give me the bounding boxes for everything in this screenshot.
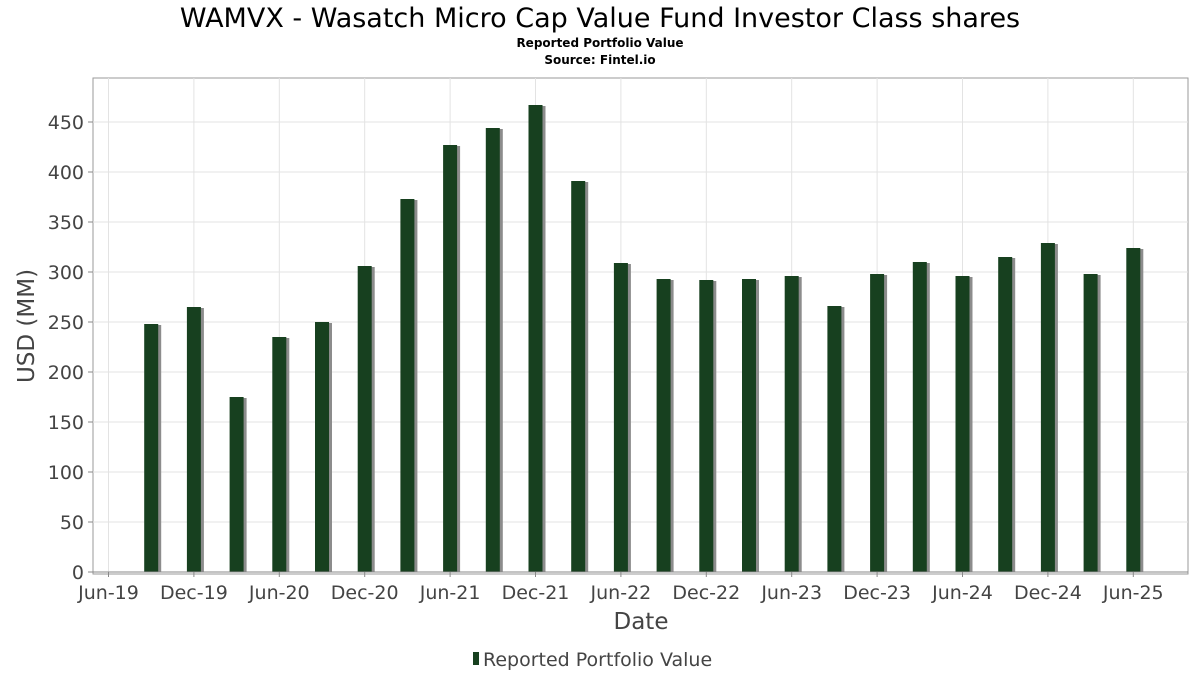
- x-tick-label: Jun-20: [248, 582, 310, 604]
- plot-area: [92, 77, 1189, 575]
- y-tick-label: 200: [48, 362, 84, 384]
- chart-title: WAMVX - Wasatch Micro Cap Value Fund Inv…: [180, 3, 1020, 34]
- bar: [870, 274, 885, 572]
- x-tick-label: Dec-21: [502, 582, 570, 604]
- chart-subtitle: Reported Portfolio Value: [516, 36, 683, 50]
- bar: [315, 322, 329, 572]
- bar: [742, 279, 756, 572]
- y-tick-label: 450: [48, 112, 84, 134]
- x-axis: Jun-19 Dec-19 Jun-20 Dec-20 Jun-21 Dec-21 Jun-…: [77, 571, 1188, 604]
- bar: [186, 307, 201, 572]
- legend: Reported Portfolio Value: [473, 649, 712, 671]
- bar: [571, 181, 586, 572]
- y-tick-label: 400: [48, 162, 84, 184]
- bar: [229, 397, 244, 572]
- x-axis-label: Date: [614, 609, 669, 635]
- y-tick-label: 100: [48, 462, 84, 484]
- x-tick-label: Dec-23: [843, 582, 911, 604]
- x-tick-label: Jun-23: [760, 582, 822, 604]
- x-tick-label: Jun-25: [1102, 582, 1164, 604]
- bar: [912, 262, 927, 572]
- bar: [827, 306, 842, 572]
- x-tick-label: Dec-22: [672, 582, 740, 604]
- x-tick-label: Dec-24: [1014, 582, 1082, 604]
- bar: [613, 263, 628, 572]
- x-tick-label: Jun-19: [77, 582, 139, 604]
- x-tick-label: Jun-24: [931, 582, 993, 604]
- bar: [1126, 248, 1141, 572]
- chart-source: Source: Fintel.io: [544, 53, 655, 67]
- bar: [357, 266, 372, 572]
- legend-swatch: [473, 652, 479, 665]
- x-tick-label: Jun-22: [590, 582, 652, 604]
- bar: [443, 145, 458, 572]
- x-tick-label: Jun-21: [419, 582, 481, 604]
- bar: [1083, 274, 1098, 572]
- bar: [656, 279, 671, 572]
- bar: [272, 337, 287, 572]
- legend-label: Reported Portfolio Value: [483, 649, 712, 671]
- bar: [784, 276, 799, 572]
- y-tick-label: 50: [60, 512, 84, 534]
- x-tick-label: Dec-20: [331, 582, 399, 604]
- bar: [998, 257, 1013, 572]
- y-tick-label: 350: [48, 212, 84, 234]
- bar: [955, 276, 970, 572]
- y-tick-label: 150: [48, 412, 84, 434]
- bar: [400, 199, 415, 572]
- bar: [528, 105, 543, 572]
- y-axis-label: USD (MM): [14, 269, 40, 383]
- y-tick-label: 300: [48, 262, 84, 284]
- bars: [144, 105, 1144, 572]
- bar: [144, 324, 159, 572]
- y-tick-label: 250: [48, 312, 84, 334]
- y-tick-label: 0: [72, 562, 84, 584]
- y-axis: 0 50 100 150 200 250 300 350 400 450: [48, 112, 93, 584]
- bar: [699, 280, 714, 572]
- bar: [1040, 243, 1055, 572]
- bar: [485, 128, 500, 572]
- x-tick-label: Dec-19: [160, 582, 228, 604]
